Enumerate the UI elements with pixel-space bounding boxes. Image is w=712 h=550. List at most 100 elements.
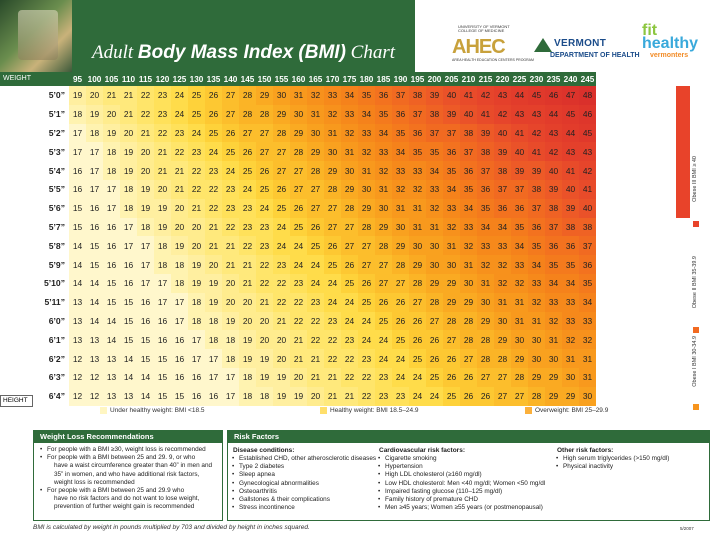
table-row: 5’11” 13 14 15 15 16 17 17 18 19 20 20 21 22 22 23 24 24 2… <box>33 292 596 312</box>
bmi-cell: 22 <box>290 311 307 331</box>
bmi-cell: 48 <box>579 86 596 105</box>
bmi-cell: 20 <box>256 330 273 350</box>
list-item: Men ≥45 years; Women ≥55 years (or postm… <box>378 504 558 512</box>
bmi-cell: 30 <box>426 255 443 274</box>
bmi-cell: 31 <box>528 311 545 331</box>
obesity-sidebar: Obese III BMI ≥ 40 Obese II BMI 35-39.9 … <box>676 86 712 410</box>
table-row: 6’0” 13 14 14 15 16 16 17 18 18 19 20 20 21 22 22 23 24 24… <box>33 311 596 331</box>
bmi-cell: 20 <box>222 273 239 293</box>
list-item: Stress incontinence <box>232 504 382 512</box>
bmi-cell: 34 <box>443 179 460 199</box>
bmi-cell: 27 <box>426 311 443 331</box>
bmi-cell: 14 <box>86 292 103 312</box>
bmi-cell: 22 <box>341 367 358 387</box>
bmi-cell: 24 <box>375 330 392 350</box>
bmi-cell: 21 <box>103 86 120 105</box>
bmi-cell: 24 <box>188 123 205 143</box>
bmi-cell: 17 <box>205 349 222 368</box>
bmi-cell: 25 <box>188 86 205 105</box>
bmi-cell: 22 <box>205 179 222 199</box>
bmi-cell: 29 <box>307 142 324 162</box>
bmi-cell: 38 <box>409 86 426 105</box>
bmi-cell: 15 <box>69 217 86 237</box>
bmi-cell: 15 <box>69 198 86 218</box>
bmi-cell: 33 <box>409 161 426 180</box>
bmi-cell: 18 <box>120 198 137 218</box>
obese1-swatch <box>693 404 699 410</box>
risk-factors-heading: Risk Factors <box>228 431 709 443</box>
bmi-cell: 17 <box>222 386 239 406</box>
height-cell: 5’1” <box>33 104 69 124</box>
bmi-cell: 38 <box>494 161 511 180</box>
bmi-cell: 22 <box>188 179 205 199</box>
bmi-cell: 24 <box>205 142 222 162</box>
bmi-cell: 21 <box>256 292 273 312</box>
bmi-cell: 31 <box>579 349 596 368</box>
table-row: 5’10” 14 14 15 16 17 17 18 19 19 20 21 22 22 23 24 24 25 2… <box>33 273 596 293</box>
bmi-cell: 41 <box>460 86 477 105</box>
weight-header: 220 <box>494 72 511 86</box>
bmi-cell: 24 <box>409 386 426 406</box>
bmi-cell: 13 <box>120 386 137 406</box>
list-item: Type 2 diabetes <box>232 463 382 471</box>
bmi-cell: 25 <box>358 292 375 312</box>
weight-header: 100 <box>86 72 103 86</box>
bmi-cell: 21 <box>171 161 188 180</box>
bmi-cell: 17 <box>137 236 154 256</box>
bmi-cell: 24 <box>273 217 290 237</box>
ahec-logo: UNIVERSITY OF VERMONT COLLEGE OF MEDICIN… <box>452 24 534 63</box>
bmi-cell: 46 <box>579 104 596 124</box>
bmi-cell: 39 <box>511 161 528 180</box>
weight-header: 240 <box>562 72 579 86</box>
bmi-cell: 24 <box>341 292 358 312</box>
bmi-cell: 19 <box>120 142 137 162</box>
bmi-cell: 21 <box>290 349 307 368</box>
bmi-cell: 12 <box>86 367 103 387</box>
bmi-cell: 19 <box>222 311 239 331</box>
bmi-cell: 43 <box>545 123 562 143</box>
bmi-cell: 35 <box>545 255 562 274</box>
bmi-cell: 16 <box>171 330 188 350</box>
bmi-cell: 17 <box>171 292 188 312</box>
list-item: weight loss is recommended <box>54 478 135 486</box>
weight-header: 190 <box>392 72 409 86</box>
bmi-cell: 29 <box>290 123 307 143</box>
bmi-cell: 21 <box>239 273 256 293</box>
bmi-cell: 16 <box>171 349 188 368</box>
bmi-cell: 33 <box>579 311 596 331</box>
bmi-cell: 26 <box>239 142 256 162</box>
bmi-cell: 22 <box>256 273 273 293</box>
bmi-cell: 29 <box>341 179 358 199</box>
height-cell: 5’10” <box>33 273 69 293</box>
obese3-band <box>676 86 690 218</box>
bmi-cell: 27 <box>341 236 358 256</box>
bmi-cell: 34 <box>392 142 409 162</box>
bmi-cell: 21 <box>154 161 171 180</box>
bmi-cell: 27 <box>273 142 290 162</box>
list-item: For people with a BMI ≥30, weight loss i… <box>40 446 218 454</box>
bmi-cell: 15 <box>86 255 103 274</box>
bmi-cell: 16 <box>120 255 137 274</box>
bmi-cell: 23 <box>375 386 392 406</box>
bmi-cell: 23 <box>154 86 171 105</box>
weight-header: 145 <box>239 72 256 86</box>
bmi-cell: 13 <box>69 330 86 350</box>
bmi-cell: 15 <box>154 386 171 406</box>
height-cell: 5’6” <box>33 198 69 218</box>
bmi-cell: 45 <box>562 104 579 124</box>
logo-strip: UNIVERSITY OF VERMONT COLLEGE OF MEDICIN… <box>430 22 710 67</box>
legend-over: Overweight: BMI 25–29.9 <box>525 407 608 414</box>
height-cell: 5’5” <box>33 179 69 199</box>
bmi-cell: 33 <box>443 198 460 218</box>
bmi-cell: 29 <box>409 255 426 274</box>
bmi-cell: 16 <box>86 198 103 218</box>
bmi-cell: 36 <box>375 86 392 105</box>
height-cell: 5’11” <box>33 292 69 312</box>
bmi-cell: 34 <box>579 292 596 312</box>
weight-header: 215 <box>477 72 494 86</box>
bmi-cell: 31 <box>426 217 443 237</box>
height-cell: 5’0” <box>33 86 69 105</box>
bmi-cell: 28 <box>358 217 375 237</box>
bmi-cell: 32 <box>528 292 545 312</box>
bmi-cell: 27 <box>358 236 375 256</box>
